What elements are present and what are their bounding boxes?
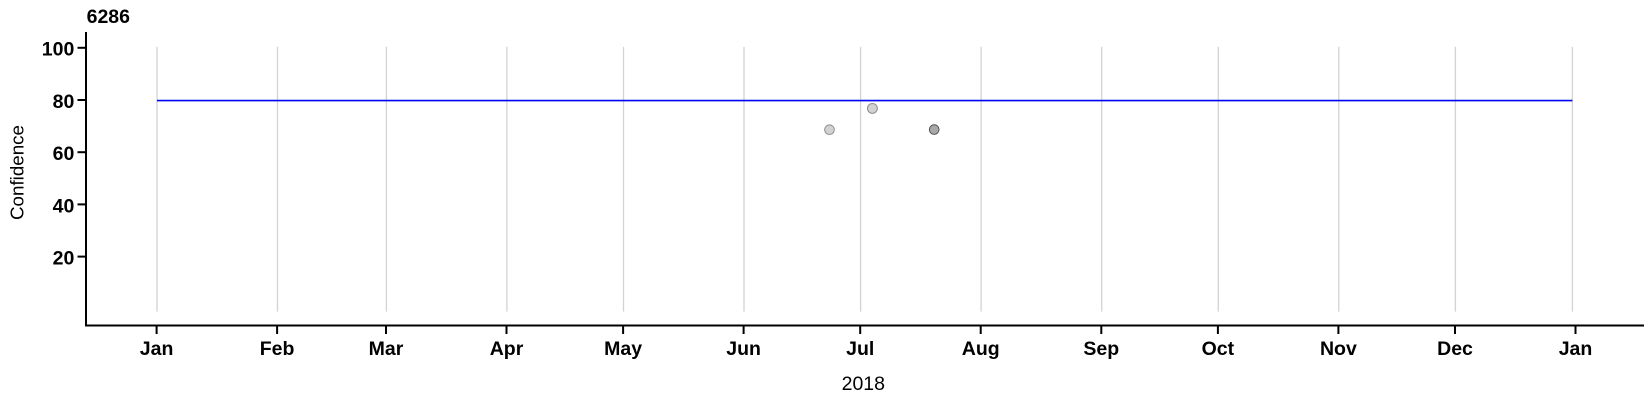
svg-text:Aug: Aug (962, 338, 1000, 360)
svg-text:Jun: Jun (726, 338, 761, 360)
svg-text:40: 40 (53, 195, 75, 217)
svg-text:Jan: Jan (1559, 338, 1593, 360)
svg-text:Feb: Feb (260, 338, 295, 360)
svg-text:80: 80 (53, 91, 75, 113)
svg-text:2018: 2018 (842, 373, 885, 395)
svg-text:Oct: Oct (1202, 338, 1235, 360)
svg-text:Apr: Apr (490, 338, 524, 360)
svg-text:60: 60 (53, 143, 75, 165)
svg-text:Jul: Jul (846, 338, 874, 360)
svg-text:Mar: Mar (369, 338, 404, 360)
svg-text:Dec: Dec (1437, 338, 1473, 360)
svg-text:Confidence: Confidence (6, 125, 27, 220)
svg-text:100: 100 (42, 39, 75, 61)
svg-text:Nov: Nov (1320, 338, 1357, 360)
svg-text:20: 20 (53, 248, 75, 270)
svg-text:6286: 6286 (87, 6, 131, 28)
svg-text:Jan: Jan (140, 338, 174, 360)
svg-text:Sep: Sep (1083, 338, 1119, 360)
svg-text:May: May (604, 338, 642, 360)
